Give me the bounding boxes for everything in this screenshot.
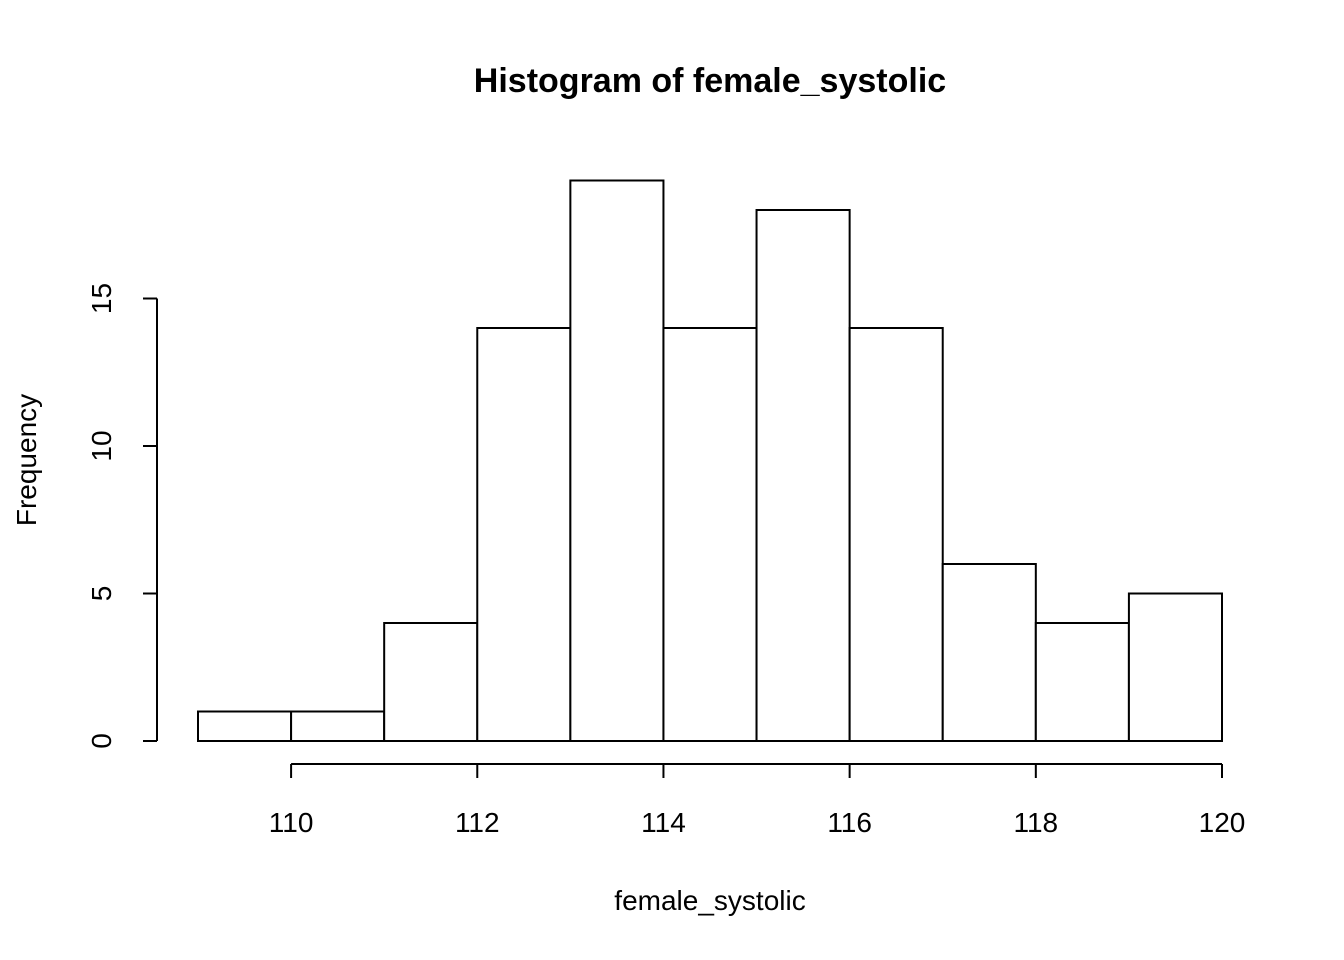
y-tick-label: 10 bbox=[86, 430, 117, 461]
histogram-bar bbox=[848, 327, 944, 742]
y-tick-label: 5 bbox=[86, 586, 117, 602]
y-tick-label: 15 bbox=[86, 283, 117, 314]
histogram-bar bbox=[662, 327, 758, 742]
y-axis-label: Frequency bbox=[11, 394, 42, 526]
histogram-bar bbox=[569, 179, 665, 742]
histogram-bar bbox=[1127, 592, 1223, 742]
y-tick-label: 0 bbox=[86, 733, 117, 749]
histogram-bar bbox=[290, 710, 386, 742]
histogram-bar bbox=[476, 327, 572, 742]
x-tick-label: 120 bbox=[1199, 807, 1246, 838]
histogram-bar bbox=[941, 563, 1037, 742]
y-axis: 0 5 10 15 bbox=[86, 283, 158, 749]
x-tick-label: 116 bbox=[827, 807, 872, 838]
histogram-bar bbox=[1034, 622, 1130, 742]
bars-group bbox=[197, 179, 1223, 742]
x-tick-label: 110 bbox=[269, 807, 314, 838]
chart-title: Histogram of female_systolic bbox=[474, 62, 946, 100]
x-tick-label: 112 bbox=[455, 807, 500, 838]
x-tick-label: 118 bbox=[1013, 807, 1058, 838]
histogram-bar bbox=[197, 710, 293, 742]
x-tick-label: 114 bbox=[641, 807, 686, 838]
x-axis-label: female_systolic bbox=[614, 885, 805, 916]
histogram-bar bbox=[383, 622, 479, 742]
x-axis: 110 112 114 116 118 120 bbox=[269, 763, 1246, 838]
histogram-bar bbox=[755, 209, 851, 742]
